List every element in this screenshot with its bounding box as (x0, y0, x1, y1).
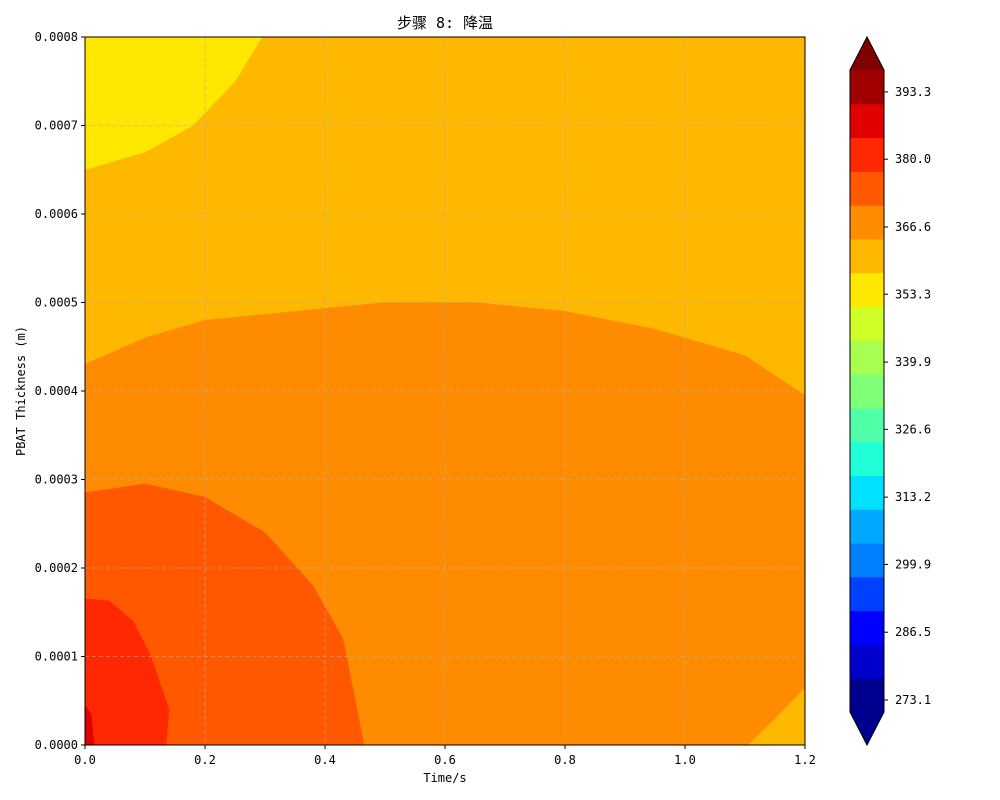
colorbar-level (850, 644, 884, 679)
x-tick-label: 0.0 (74, 753, 96, 767)
x-tick-label: 0.2 (194, 753, 216, 767)
y-tick-label: 0.0007 (35, 119, 78, 133)
y-tick-label: 0.0001 (35, 650, 78, 664)
colorbar-level (850, 340, 884, 375)
colorbar-level (850, 306, 884, 341)
contour-region-386.6-393.3 (85, 704, 95, 745)
colorbar-level (850, 407, 884, 443)
grid-lines (85, 37, 805, 745)
y-tick-label: 0.0008 (35, 30, 78, 44)
colorbar-tick-label: 380.0 (895, 152, 931, 166)
colorbar-tick-label: 393.3 (895, 85, 931, 99)
colorbar: 273.1 286.5 299.9 313.2 326.6 339.9 353.3 366.6… (849, 35, 931, 747)
colorbar-under-triangle (850, 712, 884, 745)
colorbar-level (850, 543, 884, 578)
colorbar-level (850, 137, 884, 172)
colorbar-tick-label: 299.9 (895, 557, 931, 571)
y-tick-label: 0.0005 (35, 296, 78, 310)
x-axis-ticks: 0.0 0.2 0.4 0.6 0.8 1.0 1.2 (74, 745, 816, 767)
x-tick-label: 1.2 (794, 753, 816, 767)
y-tick-label: 0.0000 (35, 738, 78, 752)
contour-region-380.0-386.6 (85, 598, 170, 745)
colorbar-level (850, 374, 884, 409)
colorbar-level (850, 610, 884, 645)
colorbar-level (850, 103, 884, 139)
colorbar-outline (849, 35, 885, 747)
colorbar-level (850, 576, 884, 612)
x-tick-label: 0.8 (554, 753, 576, 767)
colorbar-level (850, 475, 884, 510)
y-axis-ticks: 0.0000 0.0001 0.0002 0.0003 0.0004 0.0005 0.00… (35, 30, 85, 752)
colorbar-tick-label: 286.5 (895, 625, 931, 639)
colorbar-level (850, 509, 884, 544)
x-tick-label: 1.0 (674, 753, 696, 767)
colorbar-tick-label: 273.1 (895, 693, 931, 707)
colorbar-tick-label: 339.9 (895, 355, 931, 369)
y-tick-label: 0.0004 (35, 384, 78, 398)
colorbar-tick-label: 313.2 (895, 490, 931, 504)
colorbar-tick-label: 353.3 (895, 287, 931, 301)
x-tick-label: 0.4 (314, 753, 336, 767)
colorbar-level (850, 70, 884, 105)
colorbar-level (850, 272, 884, 308)
colorbar-level (850, 205, 884, 240)
y-tick-label: 0.0006 (35, 207, 78, 221)
colorbar-tick-label: 326.6 (895, 422, 931, 436)
colorbar-level (850, 171, 884, 206)
y-tick-label: 0.0002 (35, 561, 78, 575)
colorbar-tick-label: 366.6 (895, 220, 931, 234)
colorbar-level (850, 441, 884, 476)
colorbar-over-triangle (850, 37, 884, 70)
colorbar-level (850, 678, 884, 713)
chart-title: 步骤 8: 降温 (397, 14, 493, 32)
x-axis-label: Time/s (423, 771, 466, 785)
x-tick-label: 0.6 (434, 753, 456, 767)
colorbar-level (850, 238, 884, 274)
y-axis-label: PBAT Thickness (m) (14, 326, 28, 456)
y-tick-label: 0.0003 (35, 473, 78, 487)
